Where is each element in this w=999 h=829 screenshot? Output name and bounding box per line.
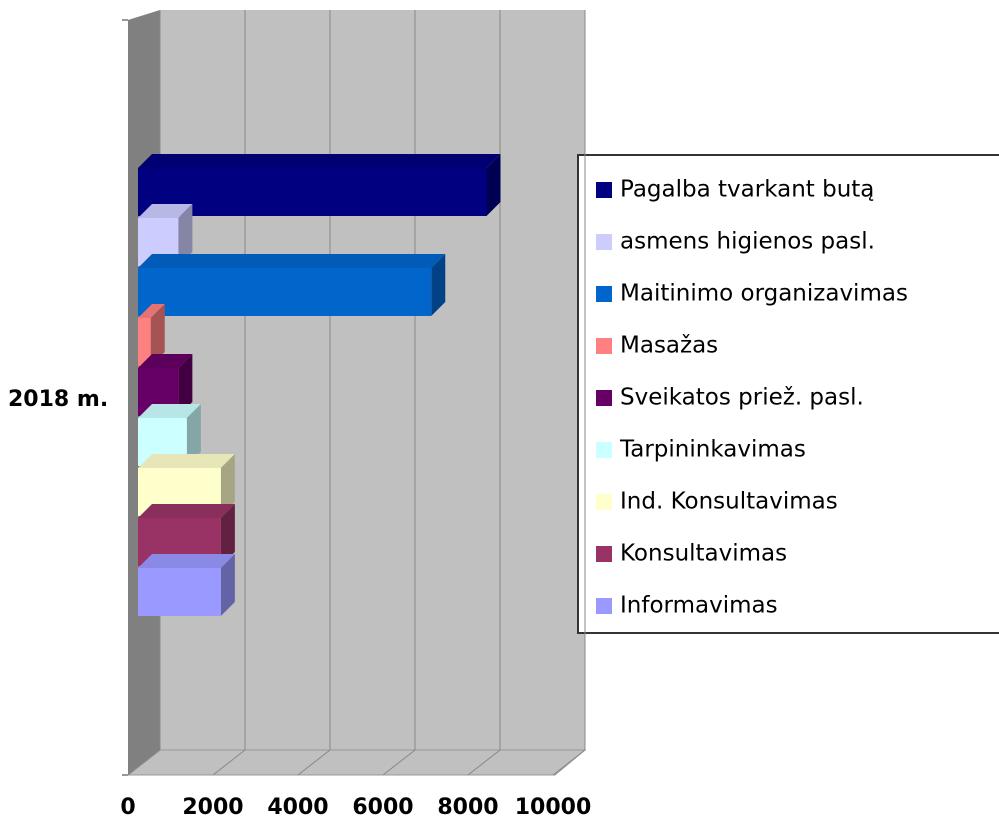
- bar-side: [431, 254, 446, 316]
- bar: [138, 268, 432, 316]
- legend-swatch: [596, 234, 612, 250]
- bar-top: [138, 254, 446, 268]
- legend-label: Sveikatos priež. pasl.: [620, 385, 864, 411]
- bar-side: [178, 354, 193, 416]
- legend-label: Ind. Konsultavimas: [620, 489, 838, 515]
- bar-top: [138, 304, 165, 318]
- legend-swatch: [596, 286, 612, 302]
- legend-swatch: [596, 182, 612, 198]
- bar-top: [138, 404, 201, 418]
- bar-top: [138, 154, 501, 168]
- bar-side: [150, 304, 165, 366]
- x-tick-label: 10000: [515, 795, 592, 820]
- legend: [577, 154, 999, 634]
- floor-line: [467, 749, 501, 776]
- bar-top: [138, 204, 193, 218]
- x-tick-label: 8000: [437, 795, 498, 820]
- category-label: 2018 m.: [8, 387, 108, 412]
- bar-top: [138, 454, 235, 468]
- legend-swatch: [596, 442, 612, 458]
- bar: [138, 318, 151, 366]
- legend-label: Tarpininkavimas: [619, 437, 806, 463]
- bar-side: [220, 554, 235, 616]
- legend-label: asmens higienos pasl.: [620, 229, 875, 255]
- bar-side: [178, 204, 193, 266]
- bar-top: [138, 354, 193, 368]
- bar-top: [138, 554, 235, 568]
- legend-swatch: [596, 546, 612, 562]
- floor-line: [382, 749, 416, 776]
- legend-swatch: [596, 390, 612, 406]
- legend-swatch: [596, 598, 612, 614]
- legend-label: Maitinimo organizavimas: [620, 281, 908, 307]
- x-tick-label: 4000: [267, 795, 328, 820]
- legend-swatch: [596, 494, 612, 510]
- floor-line: [127, 749, 161, 776]
- bar: [138, 168, 487, 216]
- legend-label: Konsultavimas: [620, 541, 787, 567]
- floor-line: [552, 749, 586, 776]
- legend-label: Pagalba tvarkant butą: [620, 177, 874, 203]
- bar-side: [220, 454, 235, 516]
- floor-line: [297, 749, 331, 776]
- bar-top: [138, 504, 235, 518]
- bar-side: [486, 154, 501, 216]
- bar: [138, 568, 221, 616]
- x-tick-label: 2000: [182, 795, 243, 820]
- legend-label: Informavimas: [620, 593, 778, 619]
- legend-label: Masažas: [620, 333, 718, 359]
- legend-swatch: [596, 338, 612, 354]
- x-tick-label: 6000: [352, 795, 413, 820]
- bar-side: [220, 504, 235, 566]
- back-wall: [160, 10, 585, 750]
- x-tick-label: 0: [120, 795, 135, 820]
- floor: [126, 749, 587, 776]
- bar-side: [186, 404, 201, 466]
- floor-line: [212, 749, 246, 776]
